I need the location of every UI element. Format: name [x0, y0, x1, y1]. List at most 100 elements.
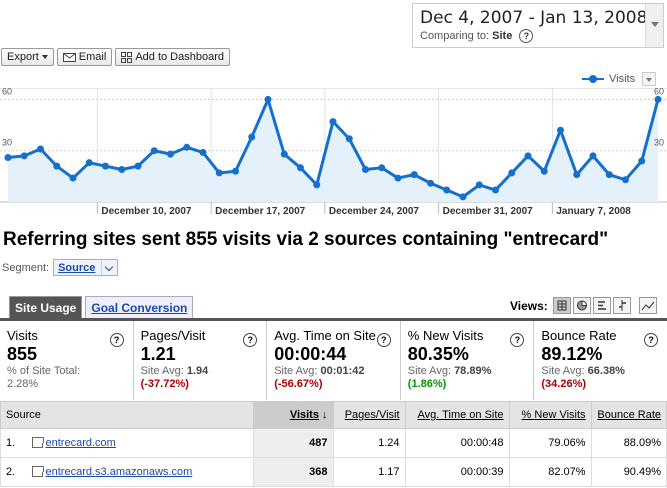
external-link-icon[interactable]: [31, 437, 44, 448]
row-bounce-rate: 90.49%: [590, 457, 667, 487]
dashboard-icon: [121, 51, 133, 63]
data-point: [297, 164, 304, 172]
scorecard-avg-time: Avg. Time on Site ? 00:00:44 Site Avg: 0…: [267, 321, 401, 400]
help-icon[interactable]: ?: [519, 29, 534, 43]
data-point: [605, 171, 613, 179]
column-header-bounce-rate[interactable]: Bounce Rate: [590, 401, 667, 429]
data-point: [410, 171, 418, 179]
source-link[interactable]: entrecard.s3.amazonaws.com: [45, 466, 193, 478]
data-point: [362, 166, 369, 174]
scorecard-sub-value: 2.28%: [7, 378, 39, 390]
column-header-visits[interactable]: Visits ↓: [252, 401, 334, 429]
row-new-visits: 82.07%: [508, 457, 592, 487]
tab-goal-conversion[interactable]: Goal Conversion: [85, 296, 194, 318]
scorecard-site-avg: Site Avg: 78.89%: [407, 365, 492, 377]
summary-scorecard: Visits ? 855 % of Site Total: 2.28% Page…: [0, 318, 667, 400]
email-label: Email: [78, 51, 107, 63]
date-dropdown-icon[interactable]: [645, 4, 663, 47]
date-range-text[interactable]: Dec 4, 2007 - Jan 13, 2008: [420, 8, 648, 28]
scorecard-site-avg: Site Avg: 66.38%: [541, 365, 625, 377]
scorecard-delta: (-37.72%): [140, 378, 189, 390]
data-point: [540, 167, 548, 175]
views-label: Views:: [510, 298, 548, 313]
data-point: [134, 162, 142, 170]
scorecard-title: % New Visits: [407, 328, 484, 343]
column-header-new-visits[interactable]: % New Visits: [508, 401, 592, 429]
chevron-down-icon[interactable]: [101, 260, 117, 275]
report-headline: Referring sites sent 855 visits via 2 so…: [3, 229, 609, 250]
data-point: [167, 150, 174, 158]
row-source: entrecard.s3.amazonaws.com: [26, 457, 254, 487]
scorecard-site-avg: Site Avg: 00:01:42: [274, 365, 365, 377]
row-bounce-rate: 88.09%: [590, 428, 667, 458]
sort-down-arrow-icon: ↓: [322, 409, 328, 421]
column-header-pages-visit[interactable]: Pages/Visit: [332, 401, 406, 429]
data-point: [589, 152, 597, 160]
scorecard-title: Avg. Time on Site: [274, 328, 376, 343]
row-new-visits: 79.06%: [508, 428, 592, 458]
data-point: [232, 167, 239, 175]
data-point: [557, 126, 564, 134]
external-link-icon[interactable]: [31, 466, 44, 477]
date-range-picker[interactable]: Dec 4, 2007 - Jan 13, 2008 Comparing to:…: [412, 3, 664, 48]
trend-view-icon[interactable]: [638, 297, 657, 314]
help-icon[interactable]: ?: [643, 333, 658, 347]
data-point: [215, 169, 223, 177]
comparison-view-icon[interactable]: [612, 297, 631, 314]
chevron-down-icon[interactable]: [642, 72, 657, 86]
column-header-avg-time[interactable]: Avg. Time on Site: [404, 401, 510, 429]
email-button[interactable]: Email: [56, 48, 113, 66]
envelope-icon: [62, 52, 76, 62]
data-point: [85, 159, 93, 167]
data-point: [622, 176, 629, 184]
graph-metric-selector[interactable]: Visits: [582, 72, 657, 86]
visits-area: [8, 99, 658, 202]
row-pages-visit: 1.17: [332, 457, 406, 487]
data-point: [150, 147, 158, 155]
segment-dropdown[interactable]: Source: [53, 259, 119, 276]
scorecard-title: Bounce Rate: [541, 328, 617, 343]
data-point: [378, 164, 386, 172]
data-point: [459, 193, 467, 201]
metric-label: Visits: [609, 73, 636, 85]
dashboard-label: Add to Dashboard: [135, 51, 224, 63]
data-point: [443, 186, 451, 194]
row-avg-time: 00:00:48: [404, 428, 510, 458]
data-point: [524, 152, 532, 160]
data-point: [638, 157, 646, 165]
export-button[interactable]: Export: [1, 48, 54, 66]
row-avg-time: 00:00:39: [404, 457, 510, 487]
data-point: [248, 133, 256, 141]
pie-view-icon[interactable]: [572, 297, 591, 314]
scorecard-value: 89.12%: [541, 344, 603, 364]
data-point: [345, 135, 353, 143]
data-point: [118, 166, 126, 174]
x-tick-label: January 7, 2008: [556, 206, 631, 217]
x-tick-label: December 17, 2007: [215, 206, 306, 217]
sources-table: Source Visits ↓ Pages/Visit Avg. Time on…: [0, 401, 667, 487]
table-view-icon[interactable]: [552, 297, 571, 314]
data-point: [492, 186, 499, 194]
data-point: [427, 179, 434, 187]
source-link[interactable]: entrecard.com: [45, 437, 116, 449]
bar-view-icon[interactable]: [592, 297, 611, 314]
data-point: [102, 162, 109, 170]
scorecard-value: 00:00:44: [274, 344, 347, 364]
row-visits: 368: [252, 457, 334, 487]
scorecard-sub-label: % of Site Total:: [7, 365, 81, 377]
tab-site-usage[interactable]: Site Usage: [9, 296, 83, 318]
help-icon[interactable]: ?: [510, 333, 525, 347]
help-icon[interactable]: ?: [376, 333, 391, 347]
data-point: [199, 148, 207, 156]
help-icon[interactable]: ?: [109, 333, 124, 347]
visits-chart-svg: 30 30 60 60 December 10, 2007 December 17, 20…: [0, 88, 667, 218]
x-tick-label: December 31, 2007: [443, 206, 534, 217]
scorecard-delta: (34.26%): [541, 378, 587, 390]
scorecard-site-avg: Site Avg: 1.94: [140, 365, 209, 377]
data-point: [280, 150, 288, 158]
add-to-dashboard-button[interactable]: Add to Dashboard: [115, 48, 230, 66]
row-index: 1.: [0, 428, 27, 458]
help-icon[interactable]: ?: [243, 333, 258, 347]
row-index: 2.: [0, 457, 27, 487]
segment-value[interactable]: Source: [58, 261, 96, 274]
